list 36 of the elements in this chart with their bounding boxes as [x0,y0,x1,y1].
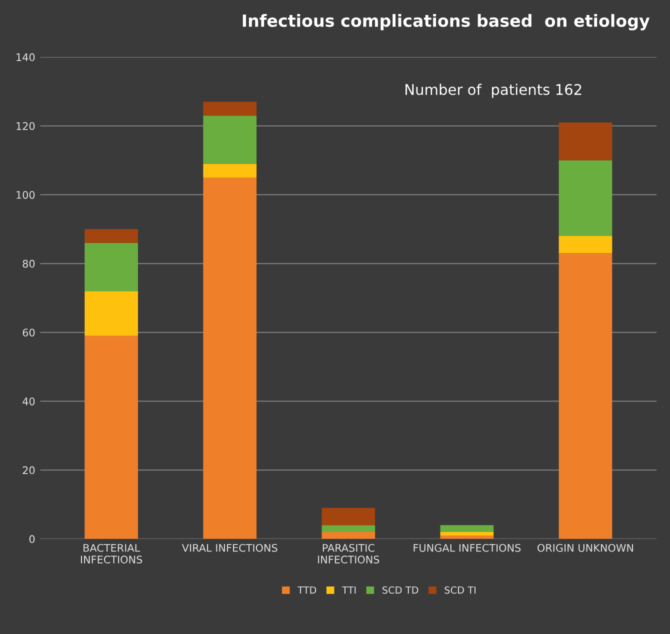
x-tick-label: PARASITIC INFECTIONS [318,544,380,564]
y-tick-label: 140 [16,53,35,62]
x-tick-label: VIRAL INFECTIONS [182,544,278,552]
y-tick-label: 60 [22,328,35,337]
chart-title: Infectious complications based on etiology [242,14,650,30]
x-tick-label: BACTERIAL INFECTIONS [80,544,142,564]
y-tick-label: 80 [22,260,35,268]
bar [84,336,138,539]
bar [203,164,257,178]
bar [322,532,376,539]
bar [322,525,376,532]
bar [558,122,612,160]
bar [84,291,138,336]
legend-label: TTI [342,586,356,594]
bar [558,160,612,236]
annotation: Number of patients 162 [406,84,582,98]
legend-label: SCD TI [444,586,476,594]
legend-label: SCD TD [382,586,418,594]
y-tick-label: 100 [16,190,35,199]
bar [84,229,138,243]
bar [203,178,257,539]
bar [558,236,612,254]
bar [203,102,257,116]
bar [203,116,257,164]
y-tick-label: 20 [22,466,35,474]
y-tick-label: 0 [29,535,35,544]
bar [440,532,494,536]
bar [84,242,138,292]
bar [322,508,376,526]
y-tick-label: 120 [16,122,35,130]
bar [440,525,494,532]
x-tick-label: ORIGIN UNKNOWN [538,544,633,552]
bar [558,253,612,539]
legend-label: TTD [298,586,316,594]
y-tick-label: 40 [22,397,35,406]
x-tick-label: FUNGAL INFECTIONS [414,544,521,552]
